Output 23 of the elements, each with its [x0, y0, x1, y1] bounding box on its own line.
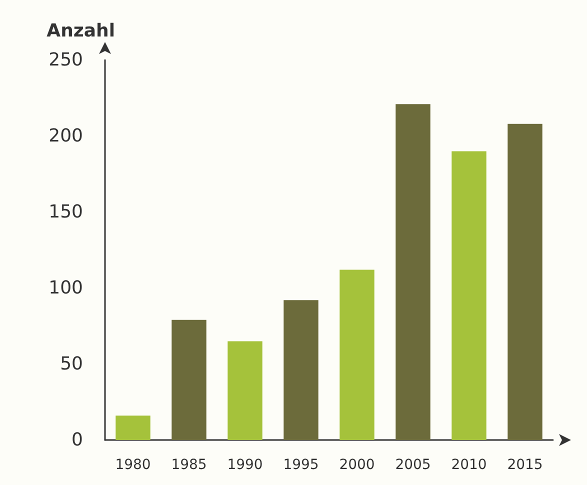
x-tick-label: 1985	[171, 457, 207, 473]
x-tick-label: 1980	[115, 457, 151, 473]
bar	[172, 320, 206, 440]
bar	[116, 416, 150, 440]
y-tick-label: 100	[48, 278, 83, 298]
bar	[396, 104, 430, 440]
bar	[508, 124, 542, 440]
x-tick-label: 1990	[227, 457, 263, 473]
x-tick-label: 2005	[395, 457, 431, 473]
x-tick-label: 1995	[283, 457, 319, 473]
y-tick-label: 0	[72, 430, 83, 450]
bar	[284, 300, 318, 440]
y-tick-label: 150	[48, 202, 83, 222]
x-tick-label: 2015	[507, 457, 543, 473]
y-tick-label: 200	[48, 126, 83, 146]
y-tick-label: 250	[48, 50, 83, 70]
bar	[340, 270, 374, 440]
y-tick-label: 50	[60, 354, 83, 374]
x-tick-label: 2000	[339, 457, 375, 473]
bar	[228, 341, 262, 440]
y-axis-title: Anzahl	[46, 20, 115, 42]
x-tick-label: 2010	[451, 457, 487, 473]
bar	[452, 151, 486, 440]
